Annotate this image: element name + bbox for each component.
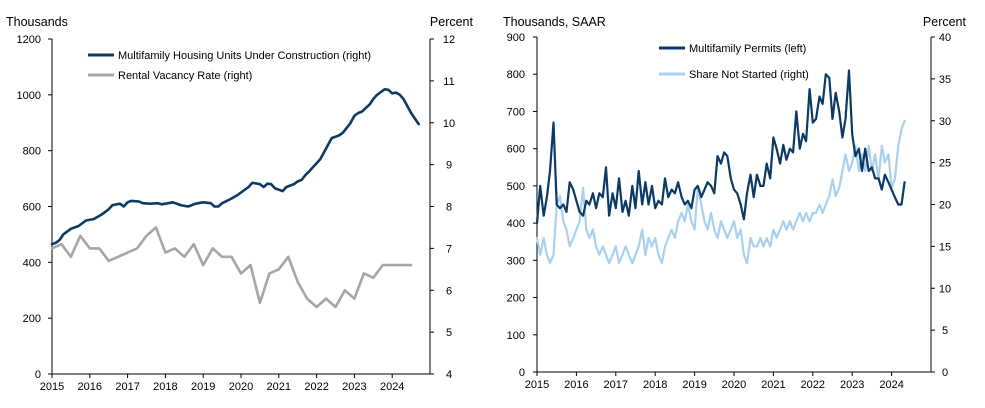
legend-label: Multifamily Housing Units Under Construc… <box>118 50 371 62</box>
x-tick-label: 2017 <box>115 381 139 393</box>
left-y-tick-label: 1000 <box>17 90 41 102</box>
series-line-primary <box>50 88 420 246</box>
right-y-tick-label: 40 <box>939 32 951 44</box>
left-y-tick-label: 200 <box>507 293 525 305</box>
left-y-tick-label: 0 <box>519 367 525 379</box>
right-y-tick-label: 20 <box>939 200 951 212</box>
left-y-tick-label: 800 <box>507 69 525 81</box>
legend-label: Multifamily Permits (left) <box>689 43 806 55</box>
x-tick-label: 2015 <box>525 379 549 391</box>
right-y-tick-label: 11 <box>443 76 454 88</box>
x-tick-label: 2018 <box>643 379 667 391</box>
x-tick-label: 2023 <box>840 379 864 391</box>
left-y-tick-label: 400 <box>507 218 525 230</box>
x-tick-label: 2019 <box>682 379 706 391</box>
right-y-tick-label: 10 <box>939 283 951 295</box>
right-y-tick-label: 4 <box>446 369 452 381</box>
left-unit-label: Thousands <box>6 15 68 29</box>
series-group <box>50 88 420 309</box>
chart-under-construction-vacancy: Thousands Percent 0 200 400 600 800 1000 1200 4… <box>6 15 474 393</box>
right-y-tick-label: 5 <box>446 327 452 339</box>
right-y-tick-label: 6 <box>446 285 452 297</box>
x-tick-label: 2022 <box>304 381 328 393</box>
series-group <box>535 69 906 265</box>
series-line-secondary <box>535 119 906 265</box>
left-y-tick-label: 0 <box>35 369 41 381</box>
x-tick-label: 2020 <box>229 381 253 393</box>
series-line-secondary <box>50 226 413 309</box>
right-unit-label: Percent <box>923 15 967 29</box>
right-y-tick-label: 25 <box>939 158 951 170</box>
right-y-tick-label: 5 <box>942 325 948 337</box>
x-tick-label: 2015 <box>40 381 64 393</box>
left-y-tick-label: 600 <box>23 202 41 214</box>
left-y-tick-label: 300 <box>507 255 525 267</box>
legend: Multifamily Housing Units Under Construc… <box>88 50 371 82</box>
x-tick-label: 2016 <box>564 379 588 391</box>
right-y-tick-label: 9 <box>446 160 452 172</box>
left-y-tick-label: 200 <box>23 313 41 325</box>
x-tick-label: 2018 <box>153 381 177 393</box>
right-y-tick-label: 15 <box>939 241 951 253</box>
axes: 0 100 200 300 400 500 600 700 800 900 0 5 10 15 20 25 30… <box>507 32 951 391</box>
x-tick-label: 2022 <box>801 379 825 391</box>
left-y-tick-label: 400 <box>23 257 41 269</box>
left-y-tick-label: 1200 <box>17 34 41 46</box>
left-y-tick-label: 500 <box>507 181 525 193</box>
right-y-tick-label: 12 <box>443 34 455 46</box>
x-tick-label: 2016 <box>78 381 102 393</box>
x-tick-label: 2021 <box>761 379 785 391</box>
axes: 0 200 400 600 800 1000 1200 4 5 6 7 8 9 10 11 12 2015 201… <box>17 34 456 393</box>
right-y-tick-label: 7 <box>446 243 452 255</box>
left-y-tick-label: 600 <box>507 144 525 156</box>
x-tick-label: 2021 <box>267 381 291 393</box>
right-unit-label: Percent <box>430 15 474 29</box>
right-y-tick-label: 10 <box>443 118 455 130</box>
legend: Multifamily Permits (left) Share Not Star… <box>659 43 809 81</box>
x-tick-label: 2024 <box>879 379 903 391</box>
right-y-tick-label: 8 <box>446 202 452 214</box>
x-tick-label: 2023 <box>342 381 366 393</box>
x-tick-label: 2024 <box>380 381 404 393</box>
x-tick-label: 2017 <box>604 379 628 391</box>
legend-label: Share Not Started (right) <box>689 69 809 81</box>
right-y-tick-label: 30 <box>939 116 951 128</box>
right-y-tick-label: 35 <box>939 74 951 86</box>
left-unit-label: Thousands, SAAR <box>503 15 606 29</box>
x-tick-label: 2019 <box>191 381 215 393</box>
series-line-primary <box>535 69 906 225</box>
legend-label: Rental Vacancy Rate (right) <box>118 70 252 82</box>
right-y-tick-label: 0 <box>942 367 948 379</box>
left-y-tick-label: 700 <box>507 106 525 118</box>
left-y-tick-label: 100 <box>507 330 525 342</box>
x-tick-label: 2020 <box>722 379 746 391</box>
chart-permits-share-not-started: Thousands, SAAR Percent 0100200300400500… <box>503 15 967 391</box>
left-y-tick-label: 800 <box>23 146 41 158</box>
left-y-tick-label: 900 <box>507 32 525 44</box>
